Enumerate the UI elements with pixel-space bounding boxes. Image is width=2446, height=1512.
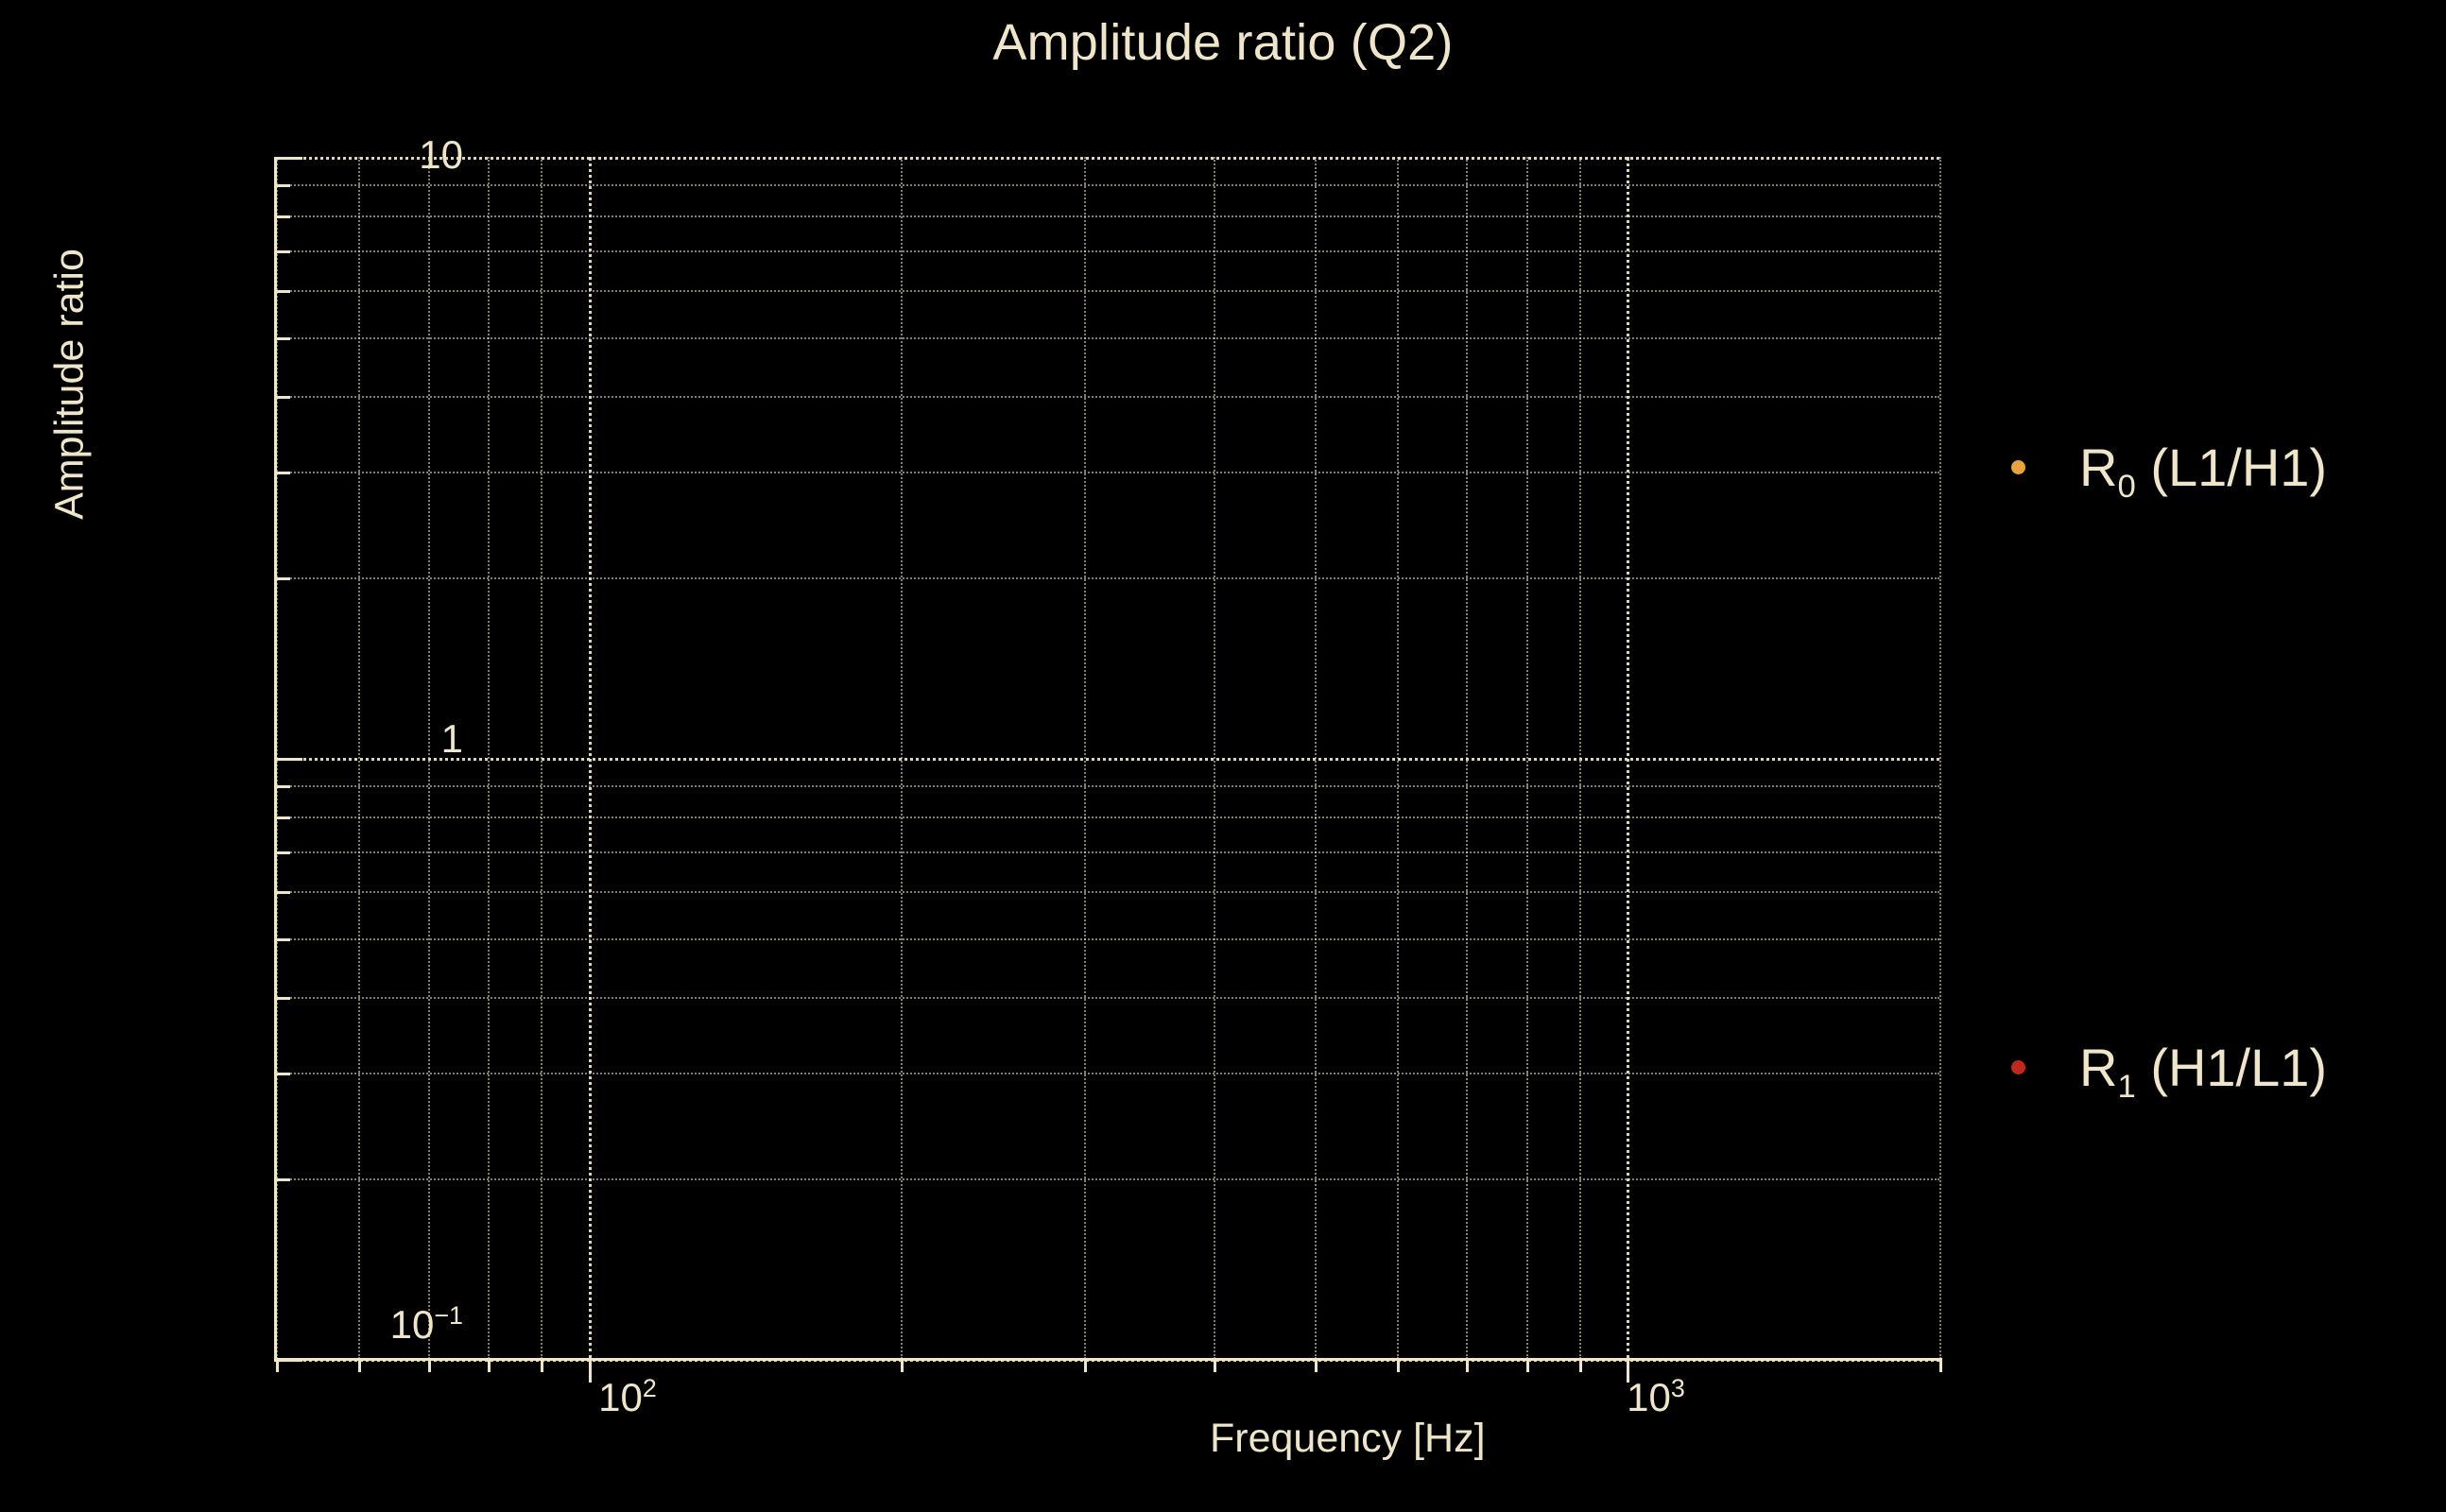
y-tick-major [274,157,302,160]
legend-label-rest: (L1/H1) [2135,438,2328,497]
grid-line-horizontal [276,576,1939,579]
x-tick-exponent: 2 [642,1374,657,1402]
legend-label-r0: R0 (L1/H1) [2079,437,2328,504]
y-tick-mantissa: 10 [389,1302,435,1347]
y-tick-minor [274,816,290,819]
x-tick-exponent: 3 [1670,1374,1685,1402]
x-tick-minor [357,1358,361,1372]
legend-label-r1: R1 (H1/L1) [2079,1037,2328,1104]
y-tick-minor [274,249,290,253]
x-tick-minor [488,1358,491,1372]
legend-entry-r1[interactable]: R1 (H1/L1) [2011,1037,2328,1104]
grid-line-horizontal [276,184,1939,187]
grid-line-horizontal [276,1359,1939,1362]
grid-line-horizontal [276,938,1939,941]
x-tick-minor [427,1358,431,1372]
y-tick-label-1: 1 [441,716,463,762]
y-tick-minor [274,891,290,895]
y-tick-minor [274,290,290,294]
x-tick-minor [276,1358,279,1372]
x-axis-title: Frequency [Hz] [1210,1416,1486,1461]
y-tick-mantissa: 1 [440,716,463,761]
grid-line-horizontal [276,157,1939,160]
grid-line-horizontal [276,816,1939,818]
grid-line-horizontal [276,337,1939,340]
x-tick-minor [541,1358,544,1372]
x-tick-minor [1939,1358,1942,1372]
y-tick-minor [274,337,290,341]
x-tick-minor [901,1358,904,1372]
x-tick-minor [1214,1358,1217,1372]
y-axis-title: Amplitude ratio [46,249,93,520]
grid-line-horizontal [276,997,1939,1000]
y-tick-minor [274,184,290,188]
legend-entry-r0[interactable]: R0 (L1/H1) [2011,437,2328,504]
grid-line-vertical [1939,157,1941,1359]
x-tick-minor [1396,1358,1400,1372]
x-tick-major [1627,1358,1630,1383]
y-tick-minor [274,938,290,942]
x-tick-major [588,1358,592,1383]
y-tick-exponent: −1 [434,1301,463,1330]
x-tick-minor [1314,1358,1318,1372]
y-tick-minor [274,471,290,474]
grid-line-horizontal [276,1072,1939,1074]
legend-label-rest: (H1/L1) [2135,1038,2328,1097]
x-tick-minor [1083,1358,1087,1372]
grid-line-horizontal [276,758,1939,761]
legend-label-subscript: 0 [2117,469,2136,506]
y-tick-label-10: 10 [419,132,463,178]
legend-label-subscript: 1 [2117,1069,2136,1106]
y-tick-minor [274,396,290,400]
y-tick-mantissa: 10 [419,132,463,177]
grid-line-horizontal [276,215,1939,217]
grid-line-horizontal [276,471,1939,473]
y-tick-minor [274,576,290,580]
x-tick-minor [1466,1358,1470,1372]
y-tick-minor [274,1177,290,1181]
x-tick-label-100: 102 [598,1375,657,1420]
grid-line-horizontal [276,785,1939,788]
y-tick-label-0p1: 10−1 [390,1302,463,1348]
grid-line-horizontal [276,850,1939,853]
y-tick-minor [274,215,290,218]
grid-line-horizontal [276,290,1939,293]
legend-marker-icon [2011,1060,2025,1074]
y-tick-minor [274,785,290,789]
x-tick-minor [1525,1358,1529,1372]
grid-line-horizontal [276,396,1939,399]
y-tick-major [274,1359,302,1362]
grid-line-horizontal [276,1177,1939,1180]
y-tick-minor [274,850,290,854]
y-tick-minor [274,997,290,1001]
grid-line-horizontal [276,891,1939,894]
x-tick-label-1000: 103 [1627,1375,1685,1420]
grid-line-horizontal [276,249,1939,252]
legend-label-base: R [2079,438,2118,497]
y-tick-minor [274,1072,290,1075]
chart-title: Amplitude ratio (Q2) [992,14,1454,71]
plot-area [274,157,1942,1383]
x-tick-mantissa: 10 [598,1375,643,1419]
y-tick-major [274,758,302,761]
x-tick-minor [1579,1358,1583,1372]
x-tick-mantissa: 10 [1627,1375,1671,1419]
legend-marker-icon [2011,460,2025,474]
legend-label-base: R [2079,1038,2118,1097]
